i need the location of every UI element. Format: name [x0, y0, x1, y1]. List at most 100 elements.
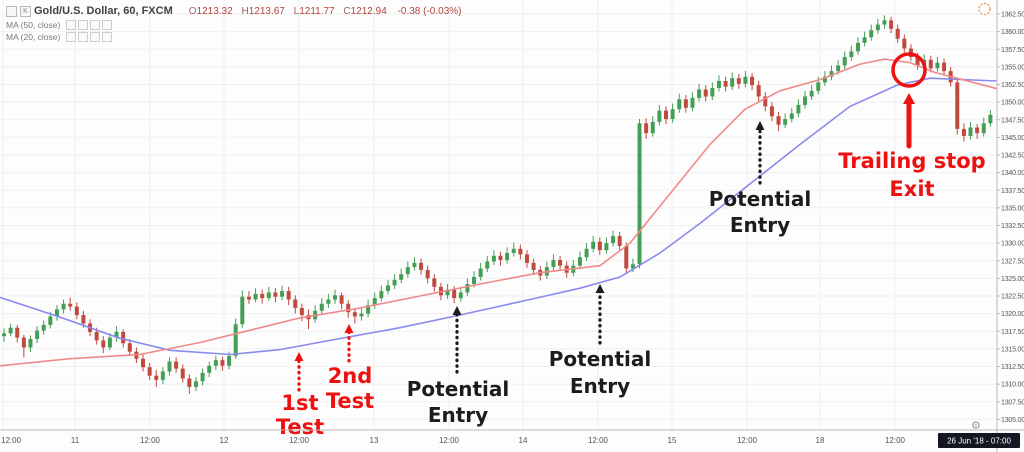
candle-body	[875, 24, 880, 31]
candle-body	[577, 257, 582, 266]
time-tick-label: 12:00	[588, 436, 609, 445]
candle-body	[266, 292, 271, 299]
candle-body	[2, 333, 6, 337]
high-label: H	[241, 5, 249, 17]
ma20-line	[0, 58, 998, 367]
ma20-delete-icon[interactable]	[90, 31, 101, 42]
symbol-title[interactable]: Gold/U.S. Dollar, 60, FXCM	[34, 5, 173, 17]
annotation-text: Entry	[730, 213, 790, 237]
price-tick-label: 1315.00	[1001, 346, 1024, 353]
candle-body	[657, 110, 662, 122]
candle-body	[783, 119, 788, 125]
candle-body	[498, 255, 503, 261]
axis-alert-icon[interactable]	[978, 2, 991, 16]
candle-body	[187, 378, 192, 387]
time-tick-label: 12:00	[289, 436, 310, 445]
candle-body	[160, 371, 165, 380]
axis-settings-gear-icon[interactable]: ⚙	[971, 419, 981, 432]
candle-body	[803, 96, 808, 105]
candle-body	[432, 278, 437, 287]
candle-body	[743, 76, 748, 84]
candle-body	[68, 303, 73, 307]
annotation-arrow-head	[903, 93, 915, 104]
ma50-label[interactable]: MA (50, close)	[6, 19, 61, 30]
candle-body	[942, 62, 947, 72]
candle-body	[54, 309, 59, 317]
annotation-text: Potential	[549, 347, 652, 371]
ma20-eye-icon[interactable]	[66, 31, 77, 42]
candle-body	[346, 303, 351, 313]
candle-body	[213, 360, 218, 366]
time-axis[interactable]: 12:00 11 12:00 12 12:00 13 12:00 14 12:00 15 12:00…	[0, 419, 1024, 448]
ma20-label[interactable]: MA (20, close)	[6, 31, 61, 42]
ma20-settings-icon[interactable]	[78, 31, 89, 42]
ma20-more-icon[interactable]	[102, 31, 113, 42]
candle-body	[246, 296, 251, 300]
time-tick-label: 12	[220, 436, 229, 445]
ma50-delete-icon[interactable]	[90, 19, 101, 30]
time-tick-label: 15	[668, 436, 677, 445]
candle-body	[452, 289, 457, 299]
price-tick-label: 1327.50	[1001, 258, 1024, 265]
candle-body	[750, 76, 755, 86]
candle-body	[683, 99, 688, 108]
candle-body	[48, 316, 53, 325]
price-axis[interactable]: 1362.50 1360.00 1357.50 1355.00 1352.50 1350.…	[996, 0, 1024, 452]
candle-body	[670, 109, 675, 120]
candle-body	[352, 312, 357, 317]
candle-body	[233, 324, 238, 356]
close-label: C	[343, 5, 351, 17]
price-tick-label: 1342.50	[1001, 153, 1024, 160]
candle-body	[862, 37, 867, 43]
highlight-circle	[891, 52, 927, 88]
candle-body	[399, 274, 404, 280]
candle-body	[869, 30, 874, 38]
ohlc-values: O1213.32 H1213.67 L1211.77 C1212.94 -0.3…	[183, 6, 462, 17]
ma50-line	[0, 77, 998, 356]
ma50-eye-icon[interactable]	[66, 19, 77, 30]
candle-body	[895, 28, 900, 39]
price-tick-label: 1337.50	[1001, 188, 1024, 195]
time-tick-label: 18	[816, 436, 825, 445]
price-tick-label: 1357.50	[1001, 47, 1024, 54]
annotation-text: Potential	[407, 377, 510, 401]
candle-body	[286, 291, 291, 300]
candle-body	[736, 78, 741, 84]
candle-body	[319, 303, 324, 311]
open-label: O	[188, 5, 197, 17]
candle-body	[518, 248, 523, 255]
candle-body	[889, 20, 894, 29]
crosshair-date-text: 26 Jun '18 - 07:00	[947, 437, 1011, 446]
candle-body	[167, 361, 172, 372]
price-tick-label: 1322.50	[1001, 294, 1024, 301]
candle-body	[478, 268, 483, 277]
candle-body	[723, 80, 728, 87]
candle-body	[359, 313, 364, 317]
candle-body	[703, 89, 708, 97]
collapse-legend-icon[interactable]	[6, 5, 17, 17]
grid-lines	[0, 0, 997, 430]
candle-body	[637, 123, 642, 265]
candle-body	[928, 59, 933, 69]
close-value: 1212.94	[350, 5, 387, 17]
annotation-text: 1st	[281, 391, 318, 415]
candle-body	[505, 252, 510, 261]
candle-body	[260, 293, 265, 299]
ma50-settings-icon[interactable]	[78, 19, 89, 30]
chart-style-icon[interactable]: K	[20, 5, 31, 17]
candle-body	[981, 123, 986, 134]
price-tick-label: 1362.50	[1001, 12, 1024, 19]
candle-body	[220, 360, 225, 366]
candle-body	[200, 372, 205, 382]
candle-body	[81, 315, 86, 324]
candle-body	[796, 104, 801, 114]
candle-body	[902, 38, 907, 49]
annotation-arrow-head	[344, 324, 354, 333]
ma50-more-icon[interactable]	[102, 19, 113, 30]
candle-body	[293, 299, 298, 308]
candle-body	[975, 127, 980, 134]
